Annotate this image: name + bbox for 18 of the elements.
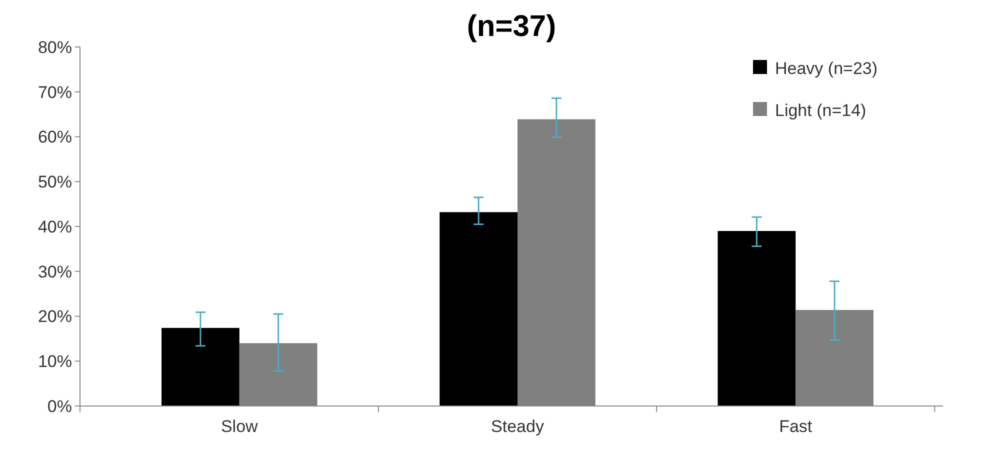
- y-tick-label: 20%: [38, 307, 72, 326]
- x-tick-label: Slow: [220, 417, 259, 436]
- y-tick-label: 30%: [38, 262, 72, 282]
- legend-label: Heavy (n=23): [775, 58, 878, 78]
- x-tick-label: Steady: [491, 417, 544, 436]
- y-tick-label: 0%: [47, 396, 72, 416]
- bar: [162, 328, 240, 406]
- y-tick-label: 10%: [38, 352, 72, 372]
- y-tick-label: 50%: [38, 172, 72, 192]
- y-tick-label: 40%: [38, 217, 72, 236]
- x-tick-label: Fast: [779, 417, 812, 436]
- bar: [718, 230, 796, 406]
- y-tick-label: 80%: [38, 38, 72, 57]
- y-tick-label: 60%: [38, 128, 72, 147]
- bar: [440, 212, 518, 406]
- chart-title: (n=37): [466, 10, 556, 43]
- y-tick-label: 70%: [38, 82, 72, 102]
- legend-label: Light (n=14): [775, 100, 866, 120]
